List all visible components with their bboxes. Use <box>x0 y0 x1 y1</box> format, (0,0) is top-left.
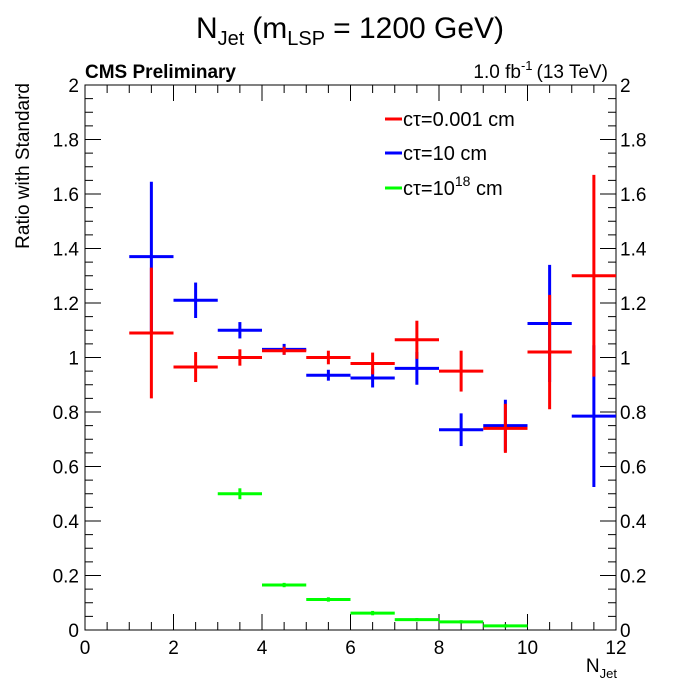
legend-item: cτ=10 cm <box>385 143 487 165</box>
data-point <box>571 174 616 377</box>
data-point <box>439 413 484 447</box>
data-point <box>394 618 439 622</box>
data-point <box>483 403 528 453</box>
y-tick-label-right: 1 <box>620 349 631 370</box>
data-point <box>173 282 218 318</box>
title-paren-open: (m <box>252 12 287 45</box>
x-tick-label: 8 <box>434 638 445 659</box>
y-tick-label-right: 0 <box>620 621 631 642</box>
series-1 <box>129 181 616 487</box>
data-point <box>173 352 218 383</box>
header-left: CMS Preliminary <box>85 62 236 83</box>
data-point <box>217 349 262 366</box>
y-tick-label-left: 0.8 <box>53 403 79 424</box>
x-tick-label: 6 <box>345 638 356 659</box>
energy-text: (13 TeV) <box>537 62 608 83</box>
y-tick-label-right: 1.4 <box>620 240 647 261</box>
y-tick-label-right: 0.2 <box>620 567 646 588</box>
data-point <box>350 610 395 616</box>
axes: 0 2 4 6 8 10 120 00.2 0.20.4 0.40.6 0.60.8 0.81 11.2… <box>53 76 647 659</box>
y-tick-label-right: 1.8 <box>620 131 646 152</box>
data-point <box>217 488 262 500</box>
title-main-sub: Jet <box>218 28 245 50</box>
data-point <box>262 346 307 355</box>
data-point <box>262 582 307 588</box>
header-right: 1.0 fb-1 (13 TeV) <box>473 58 608 83</box>
y-tick-label-left: 0.2 <box>53 567 79 588</box>
y-tick-label-left: 0.4 <box>53 512 80 533</box>
x-axis-label-sub: Jet <box>600 666 618 681</box>
y-tick-label-right: 0.4 <box>620 512 647 533</box>
lumi-sup: -1 <box>521 58 533 73</box>
data-point <box>217 322 262 339</box>
lumi-text: 1.0 fb <box>473 62 521 83</box>
data-series <box>129 174 616 628</box>
y-tick-label-right: 0.6 <box>620 458 646 479</box>
x-axis-label: NJet <box>586 656 617 681</box>
y-tick-label-left: 1.2 <box>53 294 79 315</box>
y-tick-label-left: 0 <box>68 621 79 642</box>
data-point <box>439 620 484 624</box>
x-tick-label: 0 <box>80 638 91 659</box>
y-tick-label-right: 2 <box>620 76 631 97</box>
legend-label: cτ=10 cm <box>403 143 487 165</box>
x-tick-label: 10 <box>517 638 538 659</box>
y-tick-label-left: 1.4 <box>53 240 80 261</box>
legend-label-sup: 18 <box>455 173 471 189</box>
legend-label-base: cτ=0.001 cm <box>403 109 515 131</box>
series-0 <box>129 174 616 453</box>
y-tick-label-left: 1.8 <box>53 131 79 152</box>
legend-label-base: cτ=10 <box>403 178 455 200</box>
legend-label-base: cτ=10 cm <box>403 143 487 165</box>
x-tick-label: 2 <box>168 638 179 659</box>
data-point <box>439 350 484 392</box>
title-main: N <box>196 12 218 45</box>
legend-item: cτ=1018 cm <box>385 173 503 200</box>
data-point <box>129 267 174 399</box>
y-tick-label-left: 1.6 <box>53 185 79 206</box>
data-point <box>350 352 395 375</box>
x-tick-label: 4 <box>257 638 268 659</box>
y-tick-label-left: 2 <box>68 76 79 97</box>
data-point <box>306 350 351 365</box>
y-tick-label-right: 1.2 <box>620 294 646 315</box>
x-axis-label-main: N <box>586 656 600 677</box>
data-point <box>394 320 439 359</box>
series-2 <box>217 488 528 628</box>
chart-title: NJet (mLSP = 1200 GeV) <box>196 12 504 50</box>
legend-label-rest: cm <box>470 178 502 200</box>
data-point <box>306 597 351 602</box>
legend-label: cτ=0.001 cm <box>403 109 515 131</box>
legend-item: cτ=0.001 cm <box>385 109 515 131</box>
x-tick-label: 12 <box>605 638 626 659</box>
data-point <box>483 624 528 628</box>
data-point <box>527 294 572 410</box>
y-tick-label-right: 1.6 <box>620 185 646 206</box>
y-tick-label-right: 0.8 <box>620 403 646 424</box>
title-paren-sub: LSP <box>287 28 325 50</box>
y-tick-label-left: 1 <box>68 349 79 370</box>
legend-label: cτ=1018 cm <box>403 173 503 200</box>
y-tick-label-left: 0.6 <box>53 458 79 479</box>
y-axis-label: Ratio with Standard <box>13 83 34 249</box>
data-point <box>306 369 351 381</box>
title-rest: = 1200 GeV) <box>333 12 504 45</box>
